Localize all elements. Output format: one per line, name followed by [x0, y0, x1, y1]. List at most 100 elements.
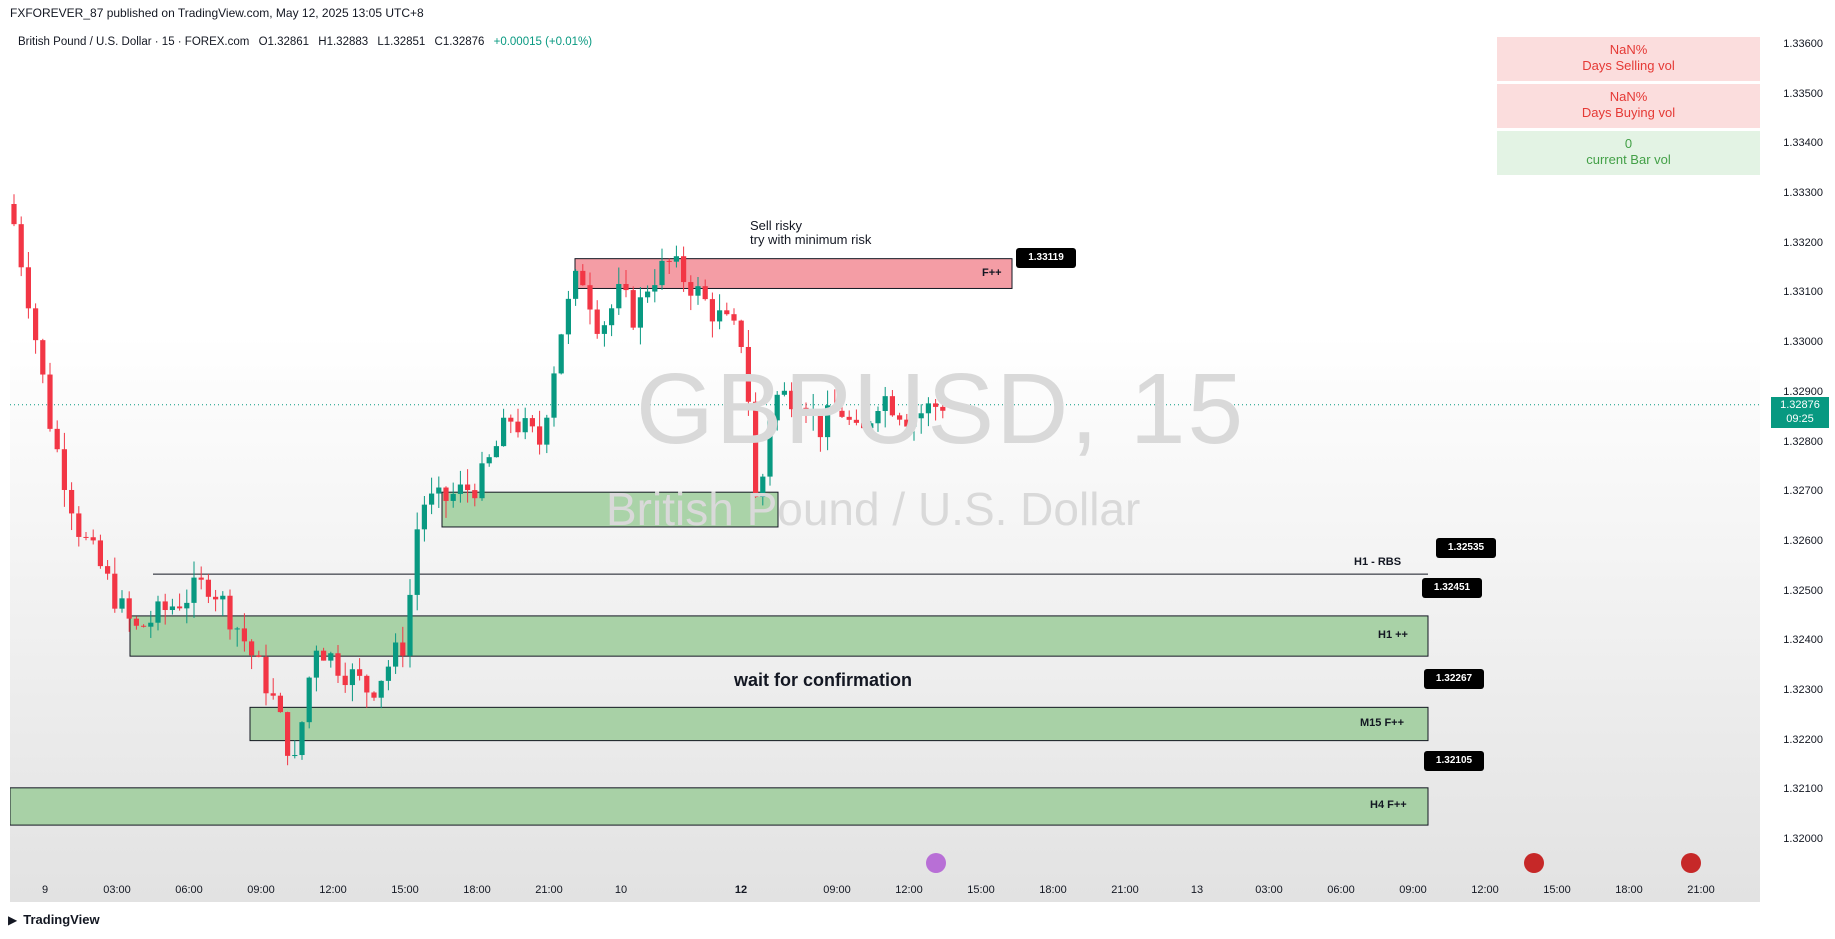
candle-body: [69, 489, 75, 514]
candle-body: [861, 422, 867, 429]
zone-label: M15 F++: [1360, 716, 1405, 729]
candle-body: [90, 537, 96, 541]
price-axis[interactable]: [1760, 30, 1835, 902]
candle-body: [882, 396, 888, 411]
candle-body: [781, 390, 787, 395]
price-callout[interactable]: 1.32105: [1424, 751, 1484, 771]
candle-body: [25, 267, 31, 309]
candle-body: [911, 418, 917, 427]
selling-vol-label: Days Selling vol: [1582, 58, 1675, 73]
candle-body: [796, 407, 802, 410]
candle-body: [666, 260, 672, 262]
candle-body: [904, 419, 910, 427]
candle-body: [436, 487, 442, 494]
price-tick-label: 1.32700: [1783, 485, 1823, 498]
time-tick-label: 18:00: [1615, 884, 1643, 896]
candle-body: [918, 413, 924, 419]
candle-body: [465, 484, 471, 491]
candle-body: [277, 695, 283, 713]
candle-body: [645, 291, 651, 298]
candle-body: [76, 513, 82, 537]
time-tick-label: 18:00: [1039, 884, 1067, 896]
time-tick-label: 12:00: [319, 884, 347, 896]
price-chart[interactable]: [10, 30, 1760, 902]
candle-body: [688, 282, 694, 296]
event-lightning-icon[interactable]: [926, 853, 946, 873]
candle-body: [328, 653, 334, 661]
price-tick-label: 1.32200: [1783, 733, 1823, 746]
current-bar-vol-label: current Bar vol: [1586, 152, 1671, 167]
candle-body: [191, 577, 197, 603]
candle-body: [479, 463, 485, 499]
uk-flag-icon[interactable]: [1524, 853, 1544, 873]
symbol-description: British Pound / U.S. Dollar · 15 · FOREX…: [18, 36, 250, 48]
ohlc-close: C1.32876: [434, 36, 485, 48]
candle-body: [760, 476, 766, 498]
buying-vol-box: NaN% Days Buying vol: [1497, 84, 1760, 128]
candle-body: [407, 594, 413, 656]
selling-vol-box: NaN% Days Selling vol: [1497, 37, 1760, 81]
candle-body: [378, 680, 384, 698]
candle-body: [227, 595, 233, 630]
bar-countdown: 09:25: [1786, 413, 1814, 425]
candle-body: [429, 493, 435, 505]
candle-body: [767, 420, 773, 477]
candle-body: [580, 270, 586, 286]
price-tick-label: 1.32300: [1783, 683, 1823, 696]
ohlc-open: O1.32861: [258, 36, 310, 48]
price-tick-label: 1.32900: [1783, 385, 1823, 398]
candle-body: [126, 598, 132, 619]
candle-body: [400, 642, 406, 656]
candle-body: [256, 655, 262, 657]
price-callout[interactable]: 1.32451: [1422, 578, 1482, 598]
candle-body: [681, 256, 687, 283]
price-tick-label: 1.33000: [1783, 336, 1823, 349]
time-tick-label: 09:00: [247, 884, 275, 896]
candle-body: [565, 298, 571, 335]
price-callout[interactable]: 1.32535: [1436, 538, 1496, 558]
price-tick-label: 1.33300: [1783, 187, 1823, 200]
candle-body: [169, 606, 175, 611]
candle-body: [414, 529, 420, 595]
tradingview-logo-icon: ▶: [8, 912, 18, 927]
price-callout[interactable]: 1.32267: [1424, 669, 1484, 689]
published-caption: FXFOREVER_87 published on TradingView.co…: [10, 6, 424, 20]
candle-body: [198, 577, 204, 580]
chart-area[interactable]: [10, 30, 1760, 902]
candle-body: [897, 415, 903, 420]
candle-body: [544, 417, 550, 445]
candle-body: [630, 290, 636, 328]
time-tick-label: 09:00: [1399, 884, 1427, 896]
candle-body: [54, 428, 60, 450]
candle-body: [558, 334, 564, 374]
candle-body: [162, 601, 168, 611]
selling-vol-value: NaN%: [1609, 42, 1648, 57]
candle-body: [357, 669, 363, 676]
sell-risky-note[interactable]: Sell risky try with minimum risk: [750, 219, 871, 247]
candle-body: [868, 423, 874, 429]
zone-label: F++: [982, 266, 1002, 279]
candle-body: [234, 628, 240, 630]
candle-body: [364, 675, 370, 693]
time-tick-label: 12:00: [895, 884, 923, 896]
sell-risky-line1: Sell risky: [750, 218, 803, 233]
candle-body: [501, 417, 507, 447]
candle-body: [695, 286, 701, 296]
candle-body: [40, 340, 46, 375]
candle-body: [789, 390, 795, 410]
candle-body: [623, 283, 629, 291]
candle-body: [306, 677, 312, 723]
ohlc-change: +0.00015 (+0.01%): [493, 36, 593, 48]
candle-body: [825, 405, 831, 438]
symbol-legend[interactable]: British Pound / U.S. Dollar · 15 · FOREX…: [18, 36, 592, 48]
candle-body: [573, 270, 579, 299]
candle-body: [33, 308, 39, 341]
price-callout[interactable]: 1.33119: [1016, 248, 1076, 268]
ohlc-high: H1.32883: [318, 36, 369, 48]
footer[interactable]: ▶ TradingView: [8, 912, 100, 927]
time-tick-label: 12:00: [1471, 884, 1499, 896]
candle-body: [601, 325, 607, 334]
us-flag-icon[interactable]: [1681, 853, 1701, 873]
candle-body: [263, 656, 269, 694]
wait-confirmation-note[interactable]: wait for confirmation: [734, 670, 913, 690]
